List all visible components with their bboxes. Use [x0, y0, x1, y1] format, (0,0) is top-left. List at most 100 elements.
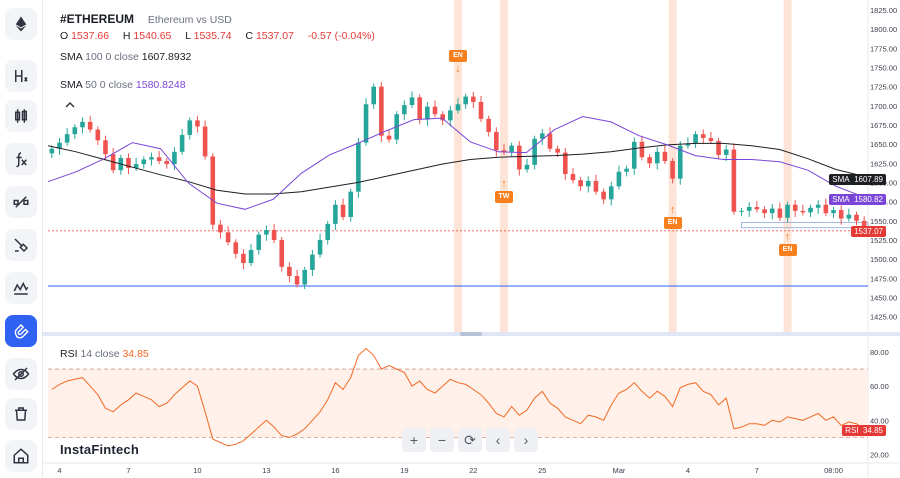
candle-body-81	[670, 161, 675, 179]
candle-body-28	[264, 230, 269, 235]
rsi-tag-label: RSI	[845, 426, 859, 435]
candle-body-94	[769, 208, 775, 214]
event-marker-2[interactable]: EN	[663, 217, 682, 230]
rsi-legend[interactable]: RSI 14 close 34.85	[60, 348, 149, 360]
chart-area[interactable]: 1825.00 1800.00 1775.00 1750.00 1725.00 1700.…	[42, 0, 900, 478]
candle-body-68	[570, 174, 576, 181]
event-arrow-icon-3: ↑	[784, 230, 791, 243]
low-label: L	[185, 30, 191, 42]
candle-body-31	[287, 266, 292, 277]
price-axis-tick-6: 1675.00	[870, 121, 897, 130]
x-axis-tick-5: 19	[400, 466, 408, 475]
brand-logo: InstaFintech	[60, 442, 139, 457]
candle-body-89	[731, 149, 737, 212]
candle-body-75	[624, 168, 629, 172]
candles-icon[interactable]	[5, 100, 37, 132]
price-axis-tick-2: 1775.00	[870, 44, 897, 53]
candle-body-91	[746, 207, 752, 211]
candle-body-19	[195, 120, 200, 127]
zoom-out-button[interactable]: −	[430, 428, 454, 452]
reset-button[interactable]: ⟳	[458, 428, 482, 452]
candle-body-62	[524, 164, 530, 170]
price-axis-tick-11: 1550.00	[870, 217, 897, 226]
candle-body-100	[815, 204, 821, 208]
current-tag-value: 1537.07	[854, 227, 883, 236]
candle-body-44	[386, 135, 392, 140]
candle-body-40	[356, 142, 361, 192]
candle-body-65	[547, 133, 553, 149]
sma50-legend[interactable]: SMA 50 0 close 1580.8248	[60, 79, 186, 91]
price-axis-tick-16: 1425.00	[870, 313, 897, 322]
scroll-right-button[interactable]: ›	[514, 428, 538, 452]
candle-body-92	[754, 207, 760, 210]
candle-body-101	[823, 204, 829, 214]
candle-body-96	[785, 204, 790, 218]
magnet-icon[interactable]	[5, 315, 37, 347]
candle-body-48	[417, 97, 422, 120]
trash-icon[interactable]	[5, 398, 37, 430]
price-axis-tick-13: 1500.00	[870, 255, 897, 264]
candle-body-61	[517, 145, 522, 170]
price-axis-tick-4: 1725.00	[870, 83, 897, 92]
event-marker-1[interactable]: TW	[494, 190, 513, 203]
candle-body-10	[126, 157, 131, 168]
rsi-params: 14 close	[80, 348, 120, 360]
node-icon[interactable]	[5, 186, 37, 218]
sma100-name: SMA	[60, 51, 83, 63]
rsi-price-tag: RSI 34.85	[842, 425, 886, 436]
candle-body-104	[846, 214, 852, 219]
sma50-tag-label: SMA	[832, 195, 850, 204]
price-chart-svg[interactable]: 1825.00 1800.00 1775.00 1750.00 1725.00 1700.…	[42, 0, 900, 478]
brush-icon[interactable]	[5, 229, 37, 261]
candle-body-30	[279, 239, 285, 267]
symbol-description: Ethereum vs USD	[147, 14, 232, 26]
candle-body-4	[80, 121, 85, 128]
eye-off-icon[interactable]	[5, 358, 37, 390]
sma100-value: 1607.8932	[141, 51, 192, 63]
event-marker-0[interactable]: EN	[449, 49, 467, 62]
candle-body-26	[248, 249, 254, 263]
collapse-legend-chevron-icon[interactable]	[64, 100, 78, 112]
range-box	[741, 221, 869, 229]
candle-body-84	[693, 134, 698, 144]
candle-body-15	[164, 161, 170, 165]
candle-body-57	[486, 118, 491, 132]
scroll-left-button[interactable]: ‹	[486, 428, 510, 452]
price-axis-tick-8: 1625.00	[870, 159, 897, 168]
candle-body-99	[808, 207, 813, 213]
candle-body-41	[363, 104, 369, 143]
zoom-in-button[interactable]: +	[402, 428, 426, 452]
candle-body-66	[555, 148, 560, 153]
candle-body-7	[103, 140, 108, 155]
home-icon[interactable]	[5, 440, 37, 472]
rsi-line	[51, 347, 865, 447]
sma100-legend[interactable]: SMA 100 0 close 1607.8932	[60, 51, 191, 63]
fx-icon[interactable]	[5, 143, 37, 175]
candle-body-1	[57, 142, 62, 149]
event-marker-3[interactable]: EN	[778, 243, 797, 256]
x-axis-tick-9: 4	[686, 466, 690, 475]
candle-body-80	[662, 151, 668, 162]
candle-body-42	[371, 86, 376, 105]
candle-body-50	[432, 106, 438, 115]
hl-icon[interactable]	[5, 60, 37, 92]
sma100-tag-value: 1607.89	[854, 175, 883, 184]
candle-body-76	[631, 141, 637, 169]
sma50-value: 1580.8248	[135, 79, 186, 91]
high-label: H	[122, 30, 131, 42]
candle-body-90	[739, 210, 744, 212]
candle-body-32	[294, 276, 300, 285]
waves-icon[interactable]	[5, 272, 37, 304]
price-axis-tick-5: 1700.00	[870, 102, 897, 111]
ethereum-logo-icon[interactable]	[5, 8, 37, 40]
candle-body-67	[562, 152, 568, 175]
candle-body-37	[333, 204, 338, 224]
candle-body-72	[601, 191, 606, 200]
candle-body-64	[540, 133, 545, 139]
rsi-name: RSI	[60, 348, 78, 360]
current-price-tag: 1537.07	[851, 226, 886, 237]
rsi-tag-value: 34.85	[862, 426, 883, 435]
rsi-axis-tick-3: 20.00	[870, 450, 889, 459]
candle-body-79	[654, 151, 660, 164]
candle-body-47	[409, 97, 415, 106]
